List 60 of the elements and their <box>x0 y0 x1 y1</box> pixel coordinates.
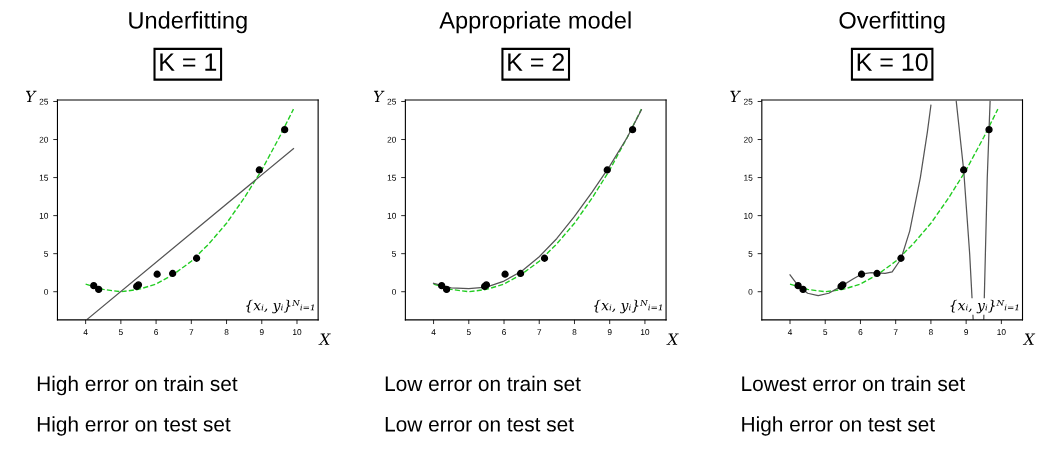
y-tick-label: 0 <box>748 288 753 295</box>
y-axis-title: Y <box>730 90 741 102</box>
chart-subtitle: K = 2 <box>508 53 564 71</box>
y-tick-label: 5 <box>392 250 397 257</box>
annotation: {xᵢ, yᵢ}ᴺᵢ₌₁ <box>950 299 1019 314</box>
y-tick-label: 10 <box>387 212 397 219</box>
y-tick-label: 15 <box>744 174 753 181</box>
x-tick-label: 5 <box>823 329 828 336</box>
x-tick-label: 5 <box>466 329 471 336</box>
y-tick-label: 15 <box>387 174 397 181</box>
x-axis-title: X <box>1022 333 1036 345</box>
chart-subtitle: K = 10 <box>857 53 928 71</box>
text: High error on test set <box>37 416 231 436</box>
y-tick-label: 10 <box>744 212 753 219</box>
x-tick-label: 8 <box>224 329 229 336</box>
y-tick-label: 20 <box>387 136 397 143</box>
y-tick-label: 0 <box>44 288 49 295</box>
x-tick-label: 4 <box>431 329 436 335</box>
x-tick-label: 9 <box>607 329 612 336</box>
chart-title: Overfitting <box>839 11 945 34</box>
x-tick-label: 7 <box>189 329 194 335</box>
y-tick-label: 20 <box>39 136 49 143</box>
y-axis-title: Y <box>25 90 37 102</box>
x-tick-label: 6 <box>154 329 159 336</box>
annotation: {xᵢ, yᵢ}ᴺᵢ₌₁ <box>246 299 315 314</box>
text: High error on train set <box>37 375 238 396</box>
x-axis-title: X <box>318 333 331 345</box>
x-tick-label: 8 <box>572 329 577 336</box>
x-tick-label: 10 <box>997 329 1006 336</box>
y-tick-label: 5 <box>44 250 49 257</box>
annotation: {xᵢ, yᵢ}ᴺᵢ₌₁ <box>594 299 662 314</box>
x-tick-label: 4 <box>787 329 793 335</box>
y-tick-label: 25 <box>387 98 397 105</box>
x-tick-label: 6 <box>502 329 506 336</box>
text: Low error on train set <box>385 375 581 392</box>
x-tick-label: 7 <box>893 329 898 335</box>
y-tick-label: 15 <box>39 174 49 181</box>
y-axis-title: Y <box>373 90 385 102</box>
x-tick-label: 8 <box>928 329 933 336</box>
x-tick-label: 6 <box>858 329 863 336</box>
chart-title: Underfitting <box>129 11 247 34</box>
x-tick-label: 7 <box>537 329 542 335</box>
x-axis-title: X <box>666 333 679 345</box>
x-tick-label: 10 <box>293 329 302 336</box>
x-tick-label: 10 <box>640 329 650 336</box>
y-tick-label: 10 <box>39 212 49 219</box>
y-tick-label: 25 <box>743 98 753 105</box>
x-tick-label: 9 <box>259 329 264 336</box>
x-tick-label: 4 <box>83 329 88 335</box>
text: High error on test set <box>742 416 935 436</box>
text: Lowest error on train set <box>742 375 966 392</box>
chart-title: Appropriate model <box>439 11 631 34</box>
y-tick-label: 20 <box>743 136 753 143</box>
y-tick-label: 0 <box>392 288 397 295</box>
y-tick-label: 25 <box>39 98 49 105</box>
x-tick-label: 9 <box>964 329 969 336</box>
chart-subtitle: K = 1 <box>160 53 217 71</box>
text: Low error on test set <box>385 417 574 432</box>
y-tick-label: 5 <box>748 250 753 257</box>
x-tick-label: 5 <box>118 329 123 336</box>
